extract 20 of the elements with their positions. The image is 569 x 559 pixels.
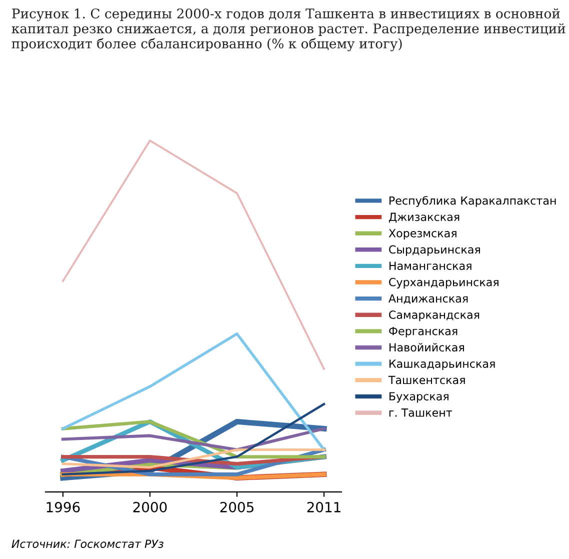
legend-label: Джизакская [388, 212, 460, 223]
legend-label: Сурхандарьинская [389, 278, 498, 288]
x-tick-label: 2000 [133, 502, 167, 512]
legend-label: Кашкадарьинская [390, 360, 495, 370]
legend-label: Самаркандская [389, 310, 480, 322]
legend-label: Республика Каракалпакстан [390, 196, 556, 207]
legend-label: г. Ташкент [389, 408, 452, 417]
legend-label: Навойийская [390, 342, 464, 352]
legend-label: Хорезмская [388, 229, 456, 240]
x-tick-label: 2005 [220, 502, 254, 512]
text: Источник: Госкомстат РУз [12, 540, 164, 548]
legend-label: Наманганская [390, 262, 472, 270]
legend-label: Бухарская [390, 392, 448, 403]
x-tick-label: 1996 [46, 502, 80, 512]
legend-label: Сырдарьинская [389, 245, 480, 256]
legend-label: Ферганская [389, 326, 458, 338]
legend-label: Ташкентская [388, 376, 465, 384]
legend-label: Андижанская [388, 294, 468, 304]
x-tick-label: 2011 [307, 502, 340, 512]
chart-title: Рисунок 1. С середины 2000-х годов доля Ташкента в инвестициях в основной капитал резко снижается, а доля регионов растет. Распределение инвестиций происходит более сбалансированно (% к общему итогу) [12, 8, 566, 52]
